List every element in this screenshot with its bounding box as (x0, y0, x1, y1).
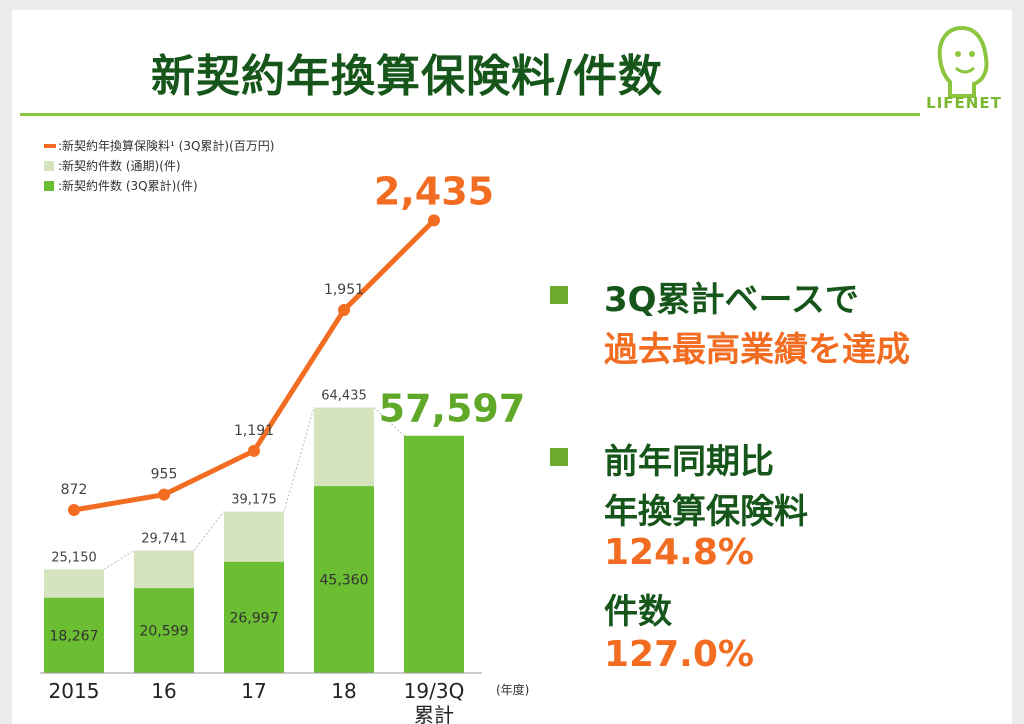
bar-full-year (224, 511, 284, 562)
premium-line (73, 218, 436, 513)
bar-connector (283, 407, 315, 512)
bar-3q-label: 20,599 (140, 624, 189, 640)
bar-3q (224, 561, 284, 673)
bar-connector (193, 511, 225, 551)
legend-label: :新契約年換算保険料¹ (3Q累計)(百万円) (58, 139, 275, 153)
premium-point (428, 214, 440, 227)
bar-full-year-label: 64,435 (321, 389, 367, 404)
slide: 新契約年換算保険料/件数 LIFENET :新契約年換算保険料¹ (3Q累計)(… (12, 10, 1012, 724)
bar-3q (134, 588, 194, 673)
bar-3q (404, 435, 464, 673)
bar-full-year (44, 569, 104, 598)
premium-point (338, 304, 350, 317)
x-tick-label-sub: 累計 (414, 703, 454, 724)
legend-label: :新契約件数 (3Q累計)(件) (58, 179, 198, 193)
bullet-icon (550, 448, 568, 466)
x-tick-label: 2015 (49, 679, 100, 703)
bar-3q-label: 18,267 (50, 628, 99, 644)
lifenet-logo-icon (937, 25, 989, 98)
highlight-line: 過去最高業績を達成 (604, 330, 910, 370)
x-axis-unit: (年度) (496, 682, 529, 697)
premium-point (248, 444, 260, 457)
bar-full-year (314, 407, 374, 487)
page-title: 新契約年換算保険料/件数 (150, 51, 664, 102)
bar-3q (314, 486, 374, 673)
premium-ratio: 124.8% (604, 532, 754, 573)
x-tick-label: 19/3Q (404, 679, 465, 703)
count-ratio: 127.0% (604, 634, 754, 675)
highlight-line: 前年同期比 (604, 442, 774, 482)
bar-3q-label: 45,360 (320, 573, 369, 589)
highlight-line: 件数 (604, 592, 672, 632)
premium-label-highlight: 2,435 (374, 169, 494, 213)
bar-3q (44, 597, 104, 673)
legend-label: :新契約件数 (通期)(件) (58, 159, 181, 173)
x-tick-label: 17 (241, 679, 266, 703)
bar-full-year-label: 25,150 (51, 550, 97, 565)
title-divider (20, 113, 920, 116)
x-tick-label: 16 (151, 679, 176, 703)
bar-full-year (134, 550, 194, 589)
premium-label: 872 (61, 482, 88, 498)
legend-box-swatch (44, 181, 54, 191)
legend-line-swatch (44, 144, 56, 148)
bar-full-year-label: 29,741 (141, 531, 187, 546)
legend-box-swatch (44, 161, 54, 171)
bar-full-year-label: 39,175 (231, 493, 277, 508)
premium-point (68, 504, 80, 516)
bar-3q-label: 26,997 (230, 610, 279, 626)
premium-point (158, 488, 170, 501)
premium-label: 1,191 (234, 423, 274, 439)
x-tick-label: 18 (331, 679, 356, 703)
premium-label: 955 (151, 467, 178, 483)
premium-label: 1,951 (324, 282, 364, 298)
bar-connector (373, 407, 405, 437)
bullet-icon (550, 286, 568, 304)
chart: 25,150 18,267 2015 29,741 20,599 16 39,175 26,9… (40, 169, 529, 724)
logo-text: LIFENET (926, 94, 1002, 112)
bar-3q-label-highlight: 57,597 (379, 387, 526, 431)
bar-connector (103, 550, 135, 570)
highlight-line: 年換算保険料 (604, 492, 808, 532)
highlight-line: 3Q累計ベースで (604, 280, 859, 320)
